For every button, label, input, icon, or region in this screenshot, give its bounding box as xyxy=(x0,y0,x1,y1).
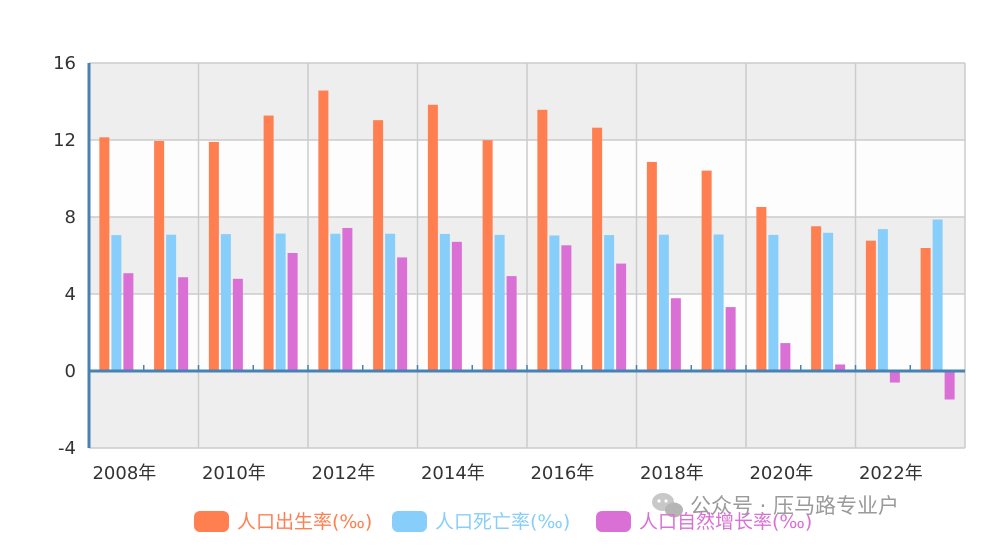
legend: 人口出生率(‰) 人口死亡率(‰) 人口自然增长率(‰) xyxy=(194,511,812,533)
bar-2-2021年 xyxy=(823,232,834,371)
watermark-text: 公众号 · 压马路专业户 xyxy=(690,494,899,518)
bar-1-2015年 xyxy=(482,140,493,371)
bar-1-2017年 xyxy=(592,127,603,372)
bar-2-2019年 xyxy=(713,234,724,371)
bar-1-2020年 xyxy=(756,206,767,371)
y-tick-label: 4 xyxy=(65,284,76,305)
bar-2-2022年 xyxy=(877,229,888,371)
legend-label-3[interactable]: 人口自然增长率(‰) xyxy=(639,511,812,533)
x-tick-labels: 2008年 2010年 2012年 2014年 2016年 2018年 2020年 2022年 xyxy=(92,463,922,484)
bar-2-2009年 xyxy=(166,234,177,371)
bar-3-2012年 xyxy=(342,227,353,371)
bar-3-2015年 xyxy=(506,276,517,371)
legend-label-1[interactable]: 人口出生率(‰) xyxy=(237,511,372,533)
bar-3-2021年 xyxy=(835,364,846,371)
legend-swatch-1[interactable] xyxy=(194,511,229,532)
bar-2-2017年 xyxy=(604,235,615,371)
bar-2-2008年 xyxy=(111,235,122,371)
bar-3-2009年 xyxy=(178,277,189,371)
legend-label-2[interactable]: 人口死亡率(‰) xyxy=(435,511,570,533)
bar-1-2013年 xyxy=(373,120,384,371)
x-tick-label: 2016年 xyxy=(530,463,594,484)
bar-1-2016年 xyxy=(537,109,548,371)
bar-1-2021年 xyxy=(811,226,822,371)
x-tick-label: 2018年 xyxy=(640,463,704,484)
bars xyxy=(99,90,955,400)
bar-1-2014年 xyxy=(427,104,438,372)
bar-2-2014年 xyxy=(439,233,450,371)
legend-swatch-3[interactable] xyxy=(596,511,631,532)
bar-2-2015年 xyxy=(494,234,505,371)
y-tick-labels: -4 0 4 8 12 16 xyxy=(53,53,76,459)
bar-3-2008年 xyxy=(123,273,134,371)
bar-3-2014年 xyxy=(451,241,462,371)
bar-3-2013年 xyxy=(397,257,408,371)
bar-3-2023年 xyxy=(944,371,955,400)
bar-2-2011年 xyxy=(275,233,286,371)
y-tick-label: 0 xyxy=(65,361,76,382)
bar-1-2019年 xyxy=(701,170,712,371)
bar-3-2010年 xyxy=(232,278,243,371)
bar-3-2016年 xyxy=(561,245,572,371)
bar-2-2023年 xyxy=(932,219,943,371)
y-tick-label: -4 xyxy=(58,438,76,459)
y-tick-label: 8 xyxy=(65,207,76,228)
bar-1-2009年 xyxy=(154,140,165,371)
bar-3-2022年 xyxy=(889,371,900,383)
bar-2-2012年 xyxy=(330,233,341,371)
bar-2-2016年 xyxy=(549,235,560,371)
bar-2-2013年 xyxy=(385,233,396,371)
x-tick-label: 2010年 xyxy=(202,463,266,484)
bar-1-2008年 xyxy=(99,137,110,371)
bar-3-2017年 xyxy=(616,263,627,371)
y-tick-label: 12 xyxy=(53,130,76,151)
bar-1-2011年 xyxy=(263,115,274,372)
bar-3-2011年 xyxy=(287,252,298,371)
wechat-icon xyxy=(652,493,683,518)
bar-1-2010年 xyxy=(208,141,219,371)
y-tick-label: 16 xyxy=(53,53,76,74)
bar-2-2020年 xyxy=(768,234,779,371)
x-tick-label: 2022年 xyxy=(859,463,923,484)
bar-1-2012年 xyxy=(318,90,329,371)
bar-1-2018年 xyxy=(646,161,657,371)
bar-3-2020年 xyxy=(780,343,791,371)
x-tick-label: 2020年 xyxy=(749,463,813,484)
bar-1-2022年 xyxy=(865,240,876,371)
bar-2-2018年 xyxy=(658,234,669,371)
bar-2-2010年 xyxy=(220,234,231,371)
axes xyxy=(87,63,965,448)
bar-3-2019年 xyxy=(725,307,736,371)
x-tick-label: 2012年 xyxy=(311,463,375,484)
x-tick-label: 2014年 xyxy=(421,463,485,484)
bar-1-2023年 xyxy=(920,247,931,371)
x-tick-label: 2008年 xyxy=(92,463,156,484)
watermark: 公众号 · 压马路专业户 xyxy=(652,493,899,518)
bar-3-2018年 xyxy=(670,298,681,371)
legend-swatch-2[interactable] xyxy=(392,511,427,532)
